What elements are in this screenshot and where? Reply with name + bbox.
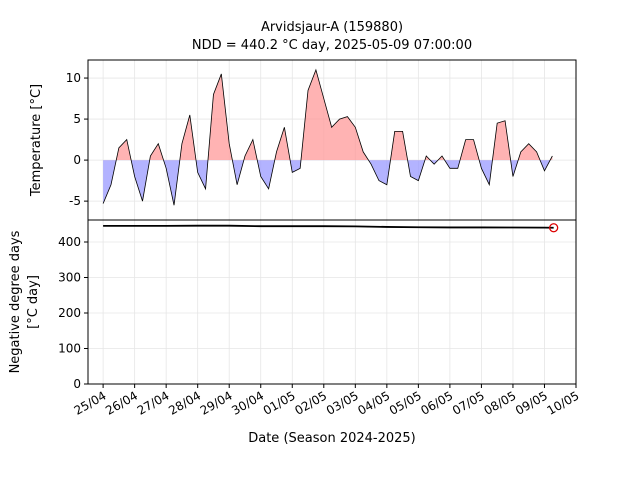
x-tick-label: 03/05 <box>324 388 361 417</box>
x-tick-label: 28/04 <box>166 388 203 417</box>
y-tick-label: 300 <box>58 271 81 285</box>
x-tick-label: 29/04 <box>198 388 235 417</box>
y-axis-label: Negative degree days <box>8 230 23 373</box>
x-tick-label: 25/04 <box>72 388 109 417</box>
x-axis-label: Date (Season 2024-2025) <box>248 431 416 446</box>
y-tick-label: 200 <box>58 306 81 320</box>
axes-frame <box>87 219 577 385</box>
last-point-marker <box>549 223 559 233</box>
negative-area <box>103 160 553 206</box>
y-axis-label: Temperature [°C] <box>29 84 44 197</box>
x-tick-label: 08/05 <box>481 388 518 417</box>
x-tick-label: 02/05 <box>292 388 329 417</box>
positive-area <box>116 69 553 161</box>
chart-subtitle: NDD = 440.2 °C day, 2025-05-09 07:00:00 <box>192 38 472 53</box>
y-tick-label: 10 <box>66 71 81 85</box>
x-tick-label: 10/05 <box>545 388 582 417</box>
y-tick-label: -5 <box>69 194 81 208</box>
x-tick-label: 07/05 <box>450 388 487 417</box>
y-tick-label: 400 <box>58 235 81 249</box>
y-tick-label: 5 <box>73 112 81 126</box>
x-tick-label: 26/04 <box>103 388 140 417</box>
chart-title: Arvidsjaur-A (159880) <box>261 20 403 35</box>
y-axis-label: [°C day] <box>26 275 41 329</box>
x-tick-label: 09/05 <box>513 388 550 417</box>
x-tick-label: 01/05 <box>261 388 298 417</box>
temperature-line <box>102 68 553 206</box>
x-tick-label: 05/05 <box>387 388 424 417</box>
y-tick-label: 0 <box>73 377 81 391</box>
y-tick-label: 0 <box>73 153 81 167</box>
x-tick-label: 04/05 <box>355 388 392 417</box>
x-tick-label: 06/05 <box>418 388 455 417</box>
y-tick-label: 100 <box>58 342 81 356</box>
x-tick-label: 27/04 <box>135 388 172 417</box>
x-tick-label: 30/04 <box>229 388 266 417</box>
ndd-line <box>103 224 554 229</box>
